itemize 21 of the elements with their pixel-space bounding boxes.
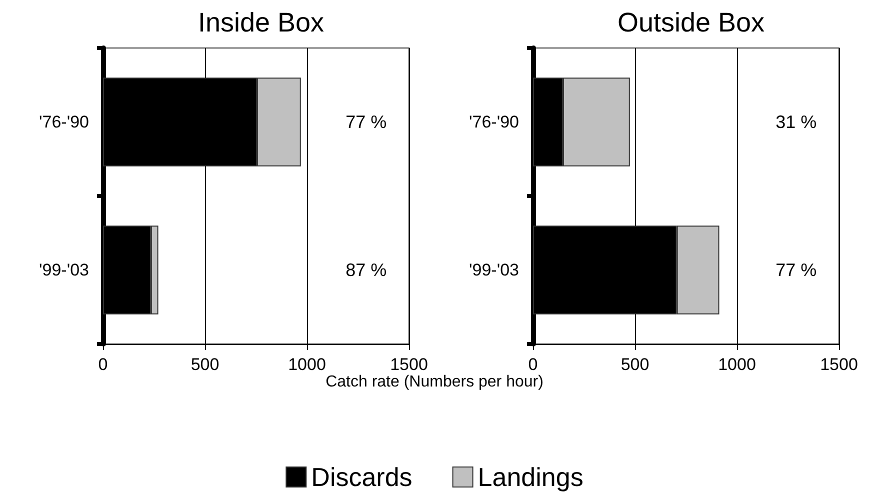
y-tick-label: '76-'90 [469,112,519,132]
annotation: 87 % [346,260,387,280]
legend-label: Landings [478,462,584,492]
chart-title: Inside Box [198,8,325,38]
y-tick-label: '99-'03 [39,260,89,280]
x-tick-label: 1000 [288,355,326,374]
chart-title: Outside Box [617,8,766,38]
x-tick-label: 1000 [718,355,756,374]
x-axis-title: Catch rate (Numbers per hour) [326,374,544,390]
x-tick-label: 500 [190,355,220,374]
x-tick-label: 500 [620,355,650,374]
x-tick-label: 1500 [390,355,428,374]
annotation: 77 % [346,112,387,132]
annotation: 77 % [776,260,817,280]
x-tick-label: 1500 [820,355,858,374]
y-tick-label: '76-'90 [39,112,89,132]
x-tick-label: 0 [528,355,538,374]
y-tick-label: '99-'03 [469,260,519,280]
annotation: 31 % [776,112,817,132]
legend-label: Discards [311,462,412,492]
x-tick-label: 0 [98,355,108,374]
